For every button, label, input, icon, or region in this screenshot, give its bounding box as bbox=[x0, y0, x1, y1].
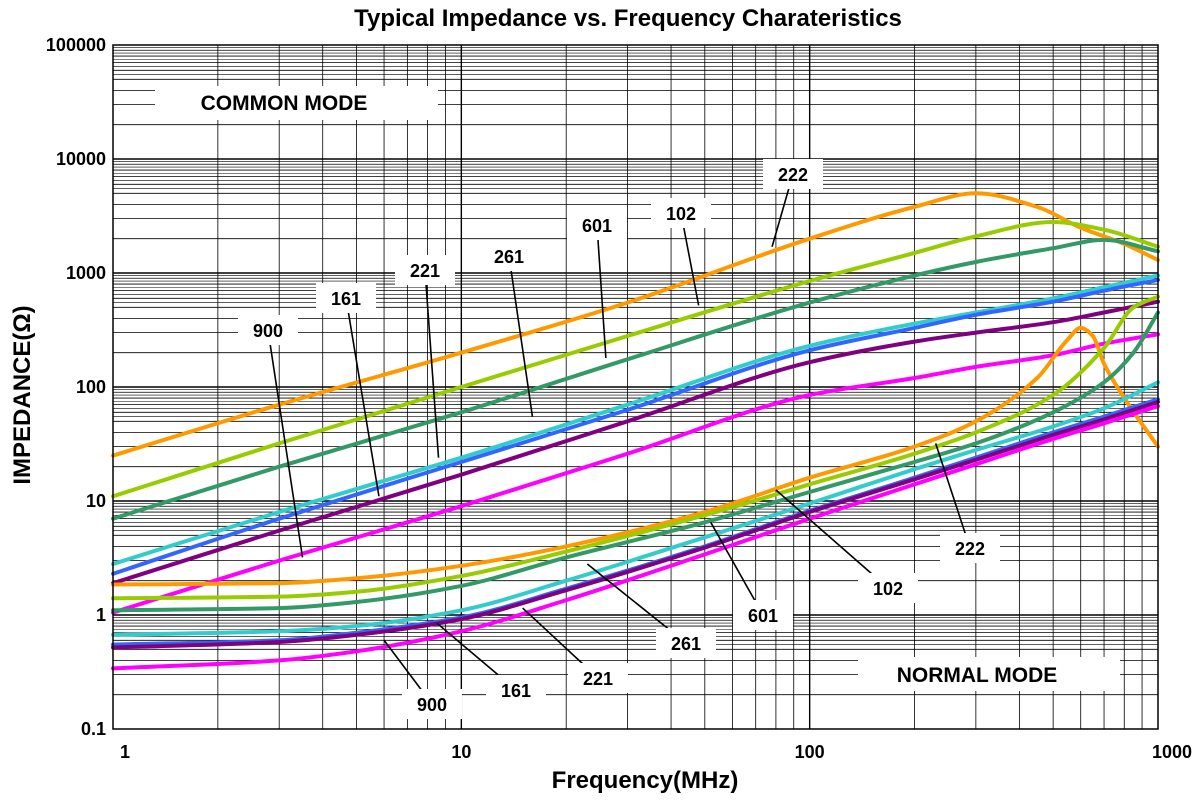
series-line-normal-161 bbox=[111, 399, 1160, 650]
y-tick-labels: 0.1 1 10 100 1000 10000 100000 bbox=[46, 35, 106, 739]
series-line-normal-601 bbox=[111, 310, 1160, 613]
callout-label-common-102: 102 bbox=[666, 204, 696, 224]
callout-box-normal-261 bbox=[656, 628, 716, 658]
y-tick-label: 10000 bbox=[56, 149, 106, 169]
y-tick-label: 100000 bbox=[46, 35, 106, 55]
callout-box-common-102 bbox=[651, 198, 711, 228]
plot-frame bbox=[112, 44, 1159, 730]
callout-box-normal-221 bbox=[568, 663, 628, 693]
series-line-normal-261 bbox=[111, 380, 1160, 637]
callout-box-normal-601 bbox=[733, 600, 793, 630]
series-line-normal-222 bbox=[111, 325, 1160, 587]
callout-box-common-601 bbox=[567, 210, 627, 240]
x-tick-label: 10 bbox=[451, 742, 471, 762]
callout-box-normal-222 bbox=[940, 533, 1000, 563]
leader-line-common-161 bbox=[345, 297, 380, 497]
callout-label-normal-900: 900 bbox=[417, 695, 447, 715]
x-tick-label: 100 bbox=[795, 742, 825, 762]
callout-label-common-161: 161 bbox=[331, 289, 361, 309]
normal-mode-label: NORMAL MODE bbox=[897, 664, 1058, 687]
series-line-common-222 bbox=[111, 191, 1160, 458]
y-tick-label: 0.1 bbox=[81, 719, 106, 739]
series-line-normal-900 bbox=[111, 404, 1160, 671]
x-tick-labels: 1 10 100 1000 bbox=[120, 742, 1192, 762]
normal-mode-box bbox=[858, 657, 1120, 691]
callout-box-normal-900 bbox=[402, 689, 462, 719]
callout-box-normal-161 bbox=[486, 675, 546, 705]
callout-label-common-222: 222 bbox=[778, 165, 808, 185]
callout-box-common-222 bbox=[763, 159, 823, 189]
chart-title: Typical Impedance vs. Frequency Charater… bbox=[354, 5, 902, 32]
callout-label-normal-102: 102 bbox=[873, 579, 903, 599]
leader-line-normal-102 bbox=[775, 489, 889, 589]
leader-line-normal-601 bbox=[710, 521, 764, 616]
series-line-normal-102 bbox=[111, 294, 1160, 601]
leader-line-common-261 bbox=[508, 255, 534, 417]
callout-label-normal-261: 261 bbox=[671, 634, 701, 654]
mode-label-boxes bbox=[155, 86, 1120, 691]
x-axis-title: Frequency(MHz) bbox=[552, 767, 739, 794]
series-lines bbox=[111, 191, 1160, 671]
callout-box-common-221 bbox=[395, 255, 455, 285]
leader-line-common-102 bbox=[680, 212, 700, 306]
callout-label-common-221: 221 bbox=[410, 261, 440, 281]
leader-line-common-221 bbox=[424, 269, 440, 458]
callout-label-common-900: 900 bbox=[253, 321, 283, 341]
common-mode-label: COMMON MODE bbox=[201, 92, 368, 115]
series-line-common-601 bbox=[111, 237, 1160, 521]
leader-line-common-601 bbox=[596, 224, 607, 358]
callout-label-normal-221: 221 bbox=[583, 669, 613, 689]
grid bbox=[113, 45, 1158, 729]
series-callouts: 222 102 601 261 221 161 900 222 102 601 261 221 161 9… bbox=[238, 159, 1000, 719]
y-tick-label: 1000 bbox=[66, 263, 106, 283]
y-tick-label: 100 bbox=[76, 377, 106, 397]
series-line-common-102 bbox=[111, 220, 1160, 499]
x-tick-label: 1 bbox=[120, 742, 130, 762]
callout-box-common-161 bbox=[316, 283, 376, 313]
series-line-common-161 bbox=[111, 299, 1160, 586]
series-line-common-261 bbox=[111, 273, 1160, 566]
y-tick-label: 10 bbox=[86, 491, 106, 511]
callout-label-common-601: 601 bbox=[582, 216, 612, 236]
callout-label-common-261: 261 bbox=[494, 247, 524, 267]
y-axis-title: IMPEDANCE(Ω) bbox=[9, 305, 36, 484]
callout-label-normal-601: 601 bbox=[748, 606, 778, 626]
x-tick-label: 1000 bbox=[1152, 742, 1192, 762]
leader-line-common-900 bbox=[267, 329, 304, 558]
callout-box-common-261 bbox=[479, 241, 539, 271]
common-mode-box bbox=[155, 86, 438, 120]
y-tick-label: 1 bbox=[96, 605, 106, 625]
leader-line-normal-222 bbox=[934, 443, 971, 549]
callout-box-normal-102 bbox=[858, 573, 918, 603]
callout-label-normal-161: 161 bbox=[501, 681, 531, 701]
callout-label-normal-222: 222 bbox=[955, 539, 985, 559]
callout-box-common-900 bbox=[238, 315, 298, 345]
series-line-common-221 bbox=[111, 277, 1160, 576]
